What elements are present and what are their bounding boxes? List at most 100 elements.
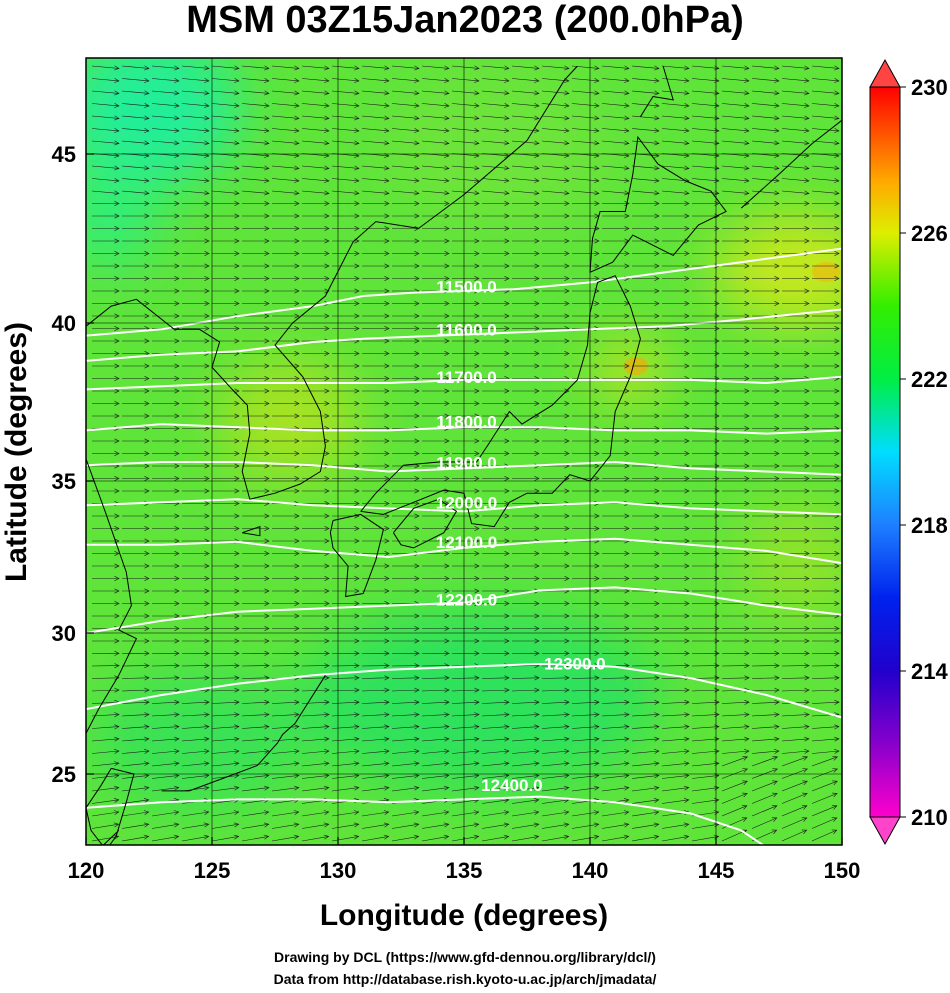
wind-arrow [212,276,240,281]
wind-arrow [302,376,330,381]
wind-arrow [751,90,780,96]
wind-arrow [122,563,150,569]
wind-arrow [512,276,540,281]
wind-arrow [152,438,180,444]
wind-arrow [542,201,570,206]
wind-arrow [511,699,540,705]
wind-arrow [752,201,780,206]
wind-arrow [211,65,240,71]
y-axis: 25 30 35 40 45 [52,142,94,787]
wind-arrow [152,226,180,231]
wind-arrow [452,563,480,569]
wind-arrow [422,301,450,306]
wind-arrow [601,699,630,705]
wind-arrow [422,588,450,594]
wind-arrow [781,165,810,171]
wind-arrow [241,724,270,730]
wind-arrow [631,65,660,71]
wind-arrow [212,326,240,331]
wind-arrow [781,829,808,842]
wind-arrow [511,165,540,171]
wind-arrow [721,65,750,71]
wind-arrow [241,810,270,817]
wind-arrow [662,613,690,619]
wind-arrow [811,748,840,754]
wind-arrow [271,165,300,171]
wind-arrow [212,213,240,219]
colorbar-tick-label: 214 [911,659,948,684]
wind-arrow [151,712,180,718]
wind-arrow [632,526,660,531]
wind-arrow [422,201,450,206]
wind-arrow [212,513,240,519]
wind-arrow [452,438,480,444]
wind-arrow [332,413,360,419]
wind-arrow [751,190,780,196]
wind-arrow [452,201,480,206]
wind-arrow [752,463,780,469]
wind-arrow [451,834,480,842]
wind-arrow [392,438,420,444]
wind-arrow [301,724,330,730]
wind-arrow [782,276,810,281]
wind-arrow [662,563,690,569]
wind-arrow [602,201,630,206]
wind-arrow [482,538,510,544]
wind-arrow [631,675,660,681]
wind-arrow [662,313,690,319]
wind-arrow [781,805,808,817]
wind-arrow [242,213,270,219]
wind-arrow [242,238,270,244]
wind-arrow [212,363,240,369]
wind-arrow [332,451,360,456]
wind-arrow [392,501,420,506]
wind-arrow [722,413,750,419]
wind-arrow [782,576,810,581]
wind-arrow [752,301,780,306]
wind-arrow [722,488,750,494]
wind-arrow [542,438,570,444]
wind-arrow [182,238,210,244]
wind-arrow [92,351,120,356]
wind-arrow [92,376,120,381]
wind-arrow [152,463,180,469]
wind-arrow [662,213,690,219]
wind-arrow [332,463,360,469]
wind-arrow [422,638,450,644]
wind-arrow [572,388,600,394]
wind-arrow [362,226,390,231]
wind-arrow [721,675,750,681]
wind-arrow [632,613,660,619]
wind-arrow [721,90,750,96]
wind-arrow [452,626,480,631]
wind-arrow [662,601,690,606]
wind-arrow [661,140,690,146]
wind-arrow [361,103,390,108]
wind-arrow [541,736,570,742]
wind-arrow [301,65,330,71]
wind-arrow [152,401,180,406]
wind-arrow [751,115,780,121]
wind-arrow [271,90,300,96]
wind-arrow [632,413,660,419]
wind-arrow [752,538,780,544]
wind-arrow [242,538,270,544]
wind-arrow [482,488,510,494]
wind-arrow [481,675,510,681]
wind-arrow [541,140,570,146]
wind-arrow [361,785,390,792]
wind-arrow [661,699,690,705]
wind-arrow [721,128,750,133]
coastline [360,275,641,528]
wind-arrow [332,288,360,294]
wind-arrow [632,476,660,481]
wind-arrow [511,650,540,656]
wind-arrow [391,178,420,183]
wind-arrow [271,663,300,669]
wind-arrow [632,401,660,406]
wind-arrow [422,463,450,469]
wind-arrow [92,326,120,331]
wind-arrow [661,712,690,718]
wind-arrow [812,313,840,319]
wind-arrow [542,551,570,556]
